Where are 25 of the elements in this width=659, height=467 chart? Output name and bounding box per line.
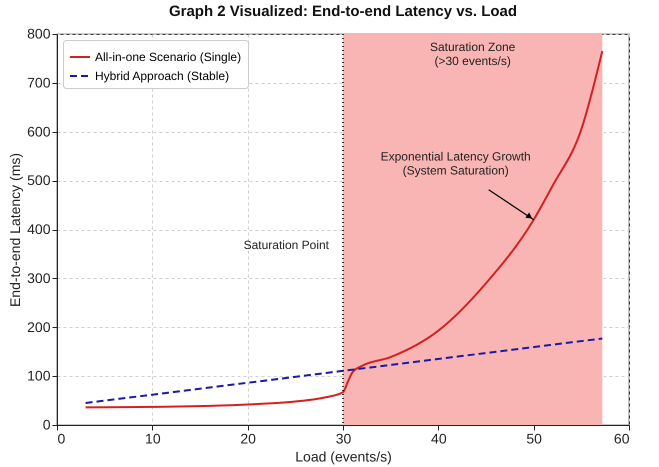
x-tick-label: 40 [431,430,447,446]
chart-title: Graph 2 Visualized: End-to-end Latency vs. Load [168,3,518,20]
y-tick-label: 100 [27,368,51,384]
y-tick-label: 700 [27,74,51,90]
x-tick-label: 20 [240,430,256,446]
x-tick-label: 30 [336,430,352,446]
legend-label: All-in-one Scenario (Single) [95,50,242,64]
line-series [84,50,604,408]
y-tick-label: 400 [27,221,51,237]
y-tick-label: 500 [27,172,51,188]
x-axis-title: Load (events/s) [295,448,392,464]
y-tick-label: 0 [42,416,51,432]
y-axis-title: End-to-end Latency (ms) [7,152,24,308]
y-tick-label: 800 [27,26,51,42]
band-label: Saturation Zone (>30 events/s) [430,40,516,68]
x-tick-label: 50 [526,430,542,446]
x-tick-label: 60 [614,430,630,446]
legend-label: Hybrid Approach (Stable) [95,69,230,83]
y-tick-label: 600 [27,123,51,140]
ref-line-label: Saturation Point [244,238,330,252]
annotation: Exponential Latency Growth (System Saturation) [380,150,531,178]
y-tick-label: 200 [27,318,51,335]
y-tick-label: 300 [27,270,51,286]
x-tick-label: 0 [58,430,66,446]
x-tick-label: 10 [145,430,161,446]
